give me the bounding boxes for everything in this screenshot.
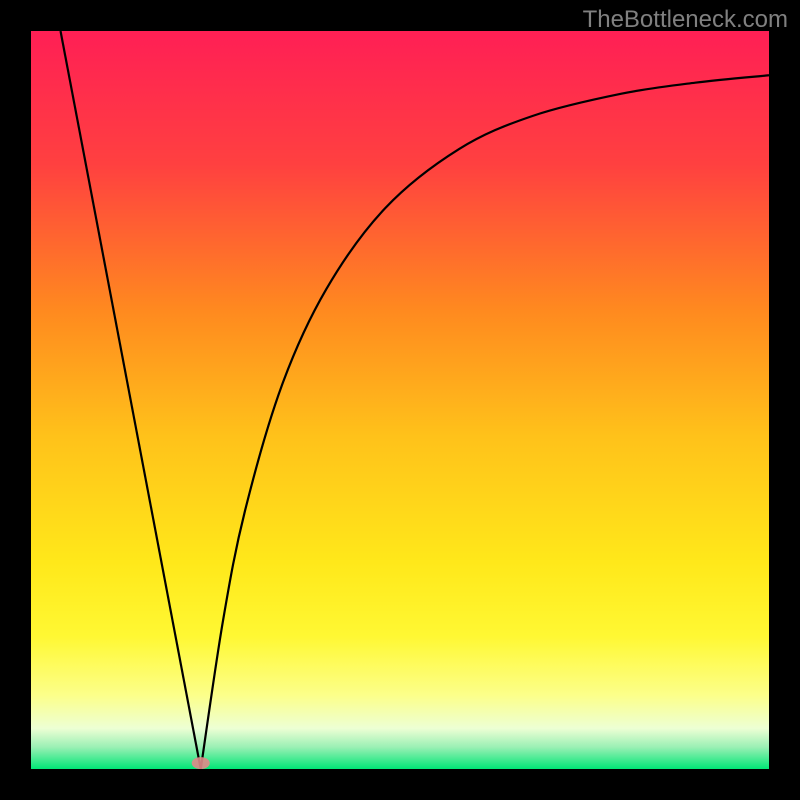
chart-container: TheBottleneck.com [0,0,800,800]
plot-area [31,31,769,769]
watermark-text: TheBottleneck.com [583,6,788,34]
gradient-background [31,31,769,769]
chart-svg [31,31,769,769]
minimum-marker [192,757,210,769]
